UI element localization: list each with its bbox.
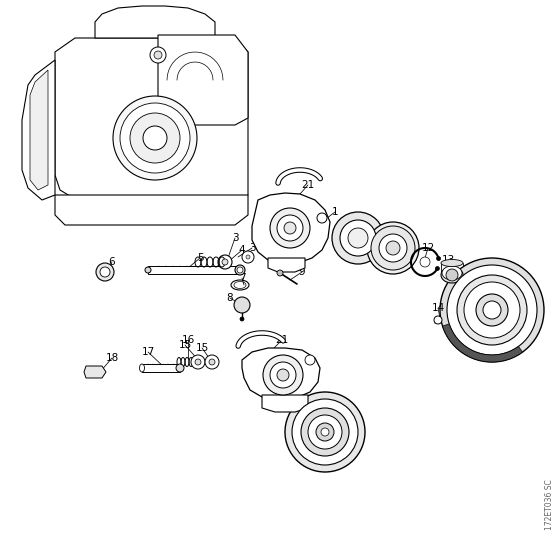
Circle shape <box>447 265 537 355</box>
Text: 14: 14 <box>431 303 445 313</box>
Circle shape <box>218 255 232 269</box>
Polygon shape <box>158 35 248 125</box>
Circle shape <box>205 355 219 369</box>
Circle shape <box>222 259 228 265</box>
Text: 21: 21 <box>301 180 315 190</box>
Circle shape <box>277 270 283 276</box>
Circle shape <box>270 362 296 388</box>
Circle shape <box>191 355 205 369</box>
Circle shape <box>301 408 349 456</box>
Polygon shape <box>252 193 330 264</box>
Circle shape <box>130 113 180 163</box>
Text: 10: 10 <box>358 215 372 225</box>
Circle shape <box>263 355 303 395</box>
Circle shape <box>150 47 166 63</box>
Circle shape <box>240 317 244 321</box>
Circle shape <box>420 257 430 267</box>
Circle shape <box>195 359 201 365</box>
Ellipse shape <box>235 265 245 275</box>
Text: 9: 9 <box>298 267 305 277</box>
Circle shape <box>277 215 303 241</box>
Text: 21: 21 <box>276 335 288 345</box>
Ellipse shape <box>139 364 144 372</box>
Circle shape <box>386 241 400 255</box>
Circle shape <box>332 212 384 264</box>
Text: 5: 5 <box>197 253 203 263</box>
Text: 15: 15 <box>179 340 192 350</box>
Text: 6: 6 <box>109 257 115 267</box>
Circle shape <box>316 423 334 441</box>
Text: 22: 22 <box>315 403 329 413</box>
Text: 172ET036 SC: 172ET036 SC <box>544 479 553 530</box>
Bar <box>142 364 180 372</box>
Circle shape <box>440 258 544 362</box>
Polygon shape <box>262 395 308 412</box>
Circle shape <box>379 234 407 262</box>
Polygon shape <box>442 324 522 362</box>
Circle shape <box>457 275 527 345</box>
Ellipse shape <box>145 267 151 273</box>
Circle shape <box>483 301 501 319</box>
Circle shape <box>305 355 315 365</box>
Circle shape <box>476 294 508 326</box>
Polygon shape <box>30 70 48 190</box>
Text: 4: 4 <box>239 245 245 255</box>
Bar <box>148 266 240 274</box>
Polygon shape <box>268 258 305 272</box>
Ellipse shape <box>441 259 463 267</box>
Circle shape <box>246 255 250 259</box>
Circle shape <box>100 267 110 277</box>
Text: 2: 2 <box>502 283 508 293</box>
Circle shape <box>270 208 310 248</box>
Text: 11,19: 11,19 <box>383 229 413 239</box>
Circle shape <box>277 369 289 381</box>
Circle shape <box>96 263 114 281</box>
Circle shape <box>446 269 458 281</box>
Polygon shape <box>95 6 215 38</box>
Circle shape <box>209 359 215 365</box>
Ellipse shape <box>442 266 462 280</box>
Ellipse shape <box>176 364 184 372</box>
Polygon shape <box>22 60 55 200</box>
Text: 7: 7 <box>239 273 245 283</box>
Circle shape <box>242 251 254 263</box>
Circle shape <box>435 267 440 270</box>
Circle shape <box>348 228 368 248</box>
Ellipse shape <box>441 267 463 283</box>
Text: 3: 3 <box>232 233 239 243</box>
Circle shape <box>437 256 441 260</box>
Circle shape <box>234 297 250 313</box>
Circle shape <box>154 51 162 59</box>
Circle shape <box>317 213 327 223</box>
Text: 20: 20 <box>291 373 305 383</box>
Text: 13: 13 <box>441 255 455 265</box>
Circle shape <box>292 399 358 465</box>
Polygon shape <box>84 366 106 378</box>
Circle shape <box>308 415 342 449</box>
Polygon shape <box>55 38 248 205</box>
Text: 18: 18 <box>105 353 119 363</box>
Circle shape <box>284 222 296 234</box>
Circle shape <box>237 267 243 273</box>
Circle shape <box>120 103 190 173</box>
Polygon shape <box>55 195 248 225</box>
Circle shape <box>371 226 415 270</box>
Text: 3: 3 <box>249 243 255 253</box>
Text: 8: 8 <box>227 293 234 303</box>
Circle shape <box>340 220 376 256</box>
Circle shape <box>113 96 197 180</box>
Circle shape <box>464 282 520 338</box>
Polygon shape <box>242 348 320 400</box>
Circle shape <box>434 316 442 324</box>
Text: 17: 17 <box>141 347 155 357</box>
Text: 12: 12 <box>421 243 435 253</box>
Text: 16: 16 <box>181 335 195 345</box>
Circle shape <box>321 428 329 436</box>
Circle shape <box>285 392 365 472</box>
Text: 1: 1 <box>332 207 338 217</box>
Circle shape <box>367 222 419 274</box>
Circle shape <box>143 126 167 150</box>
Text: 15: 15 <box>195 343 209 353</box>
